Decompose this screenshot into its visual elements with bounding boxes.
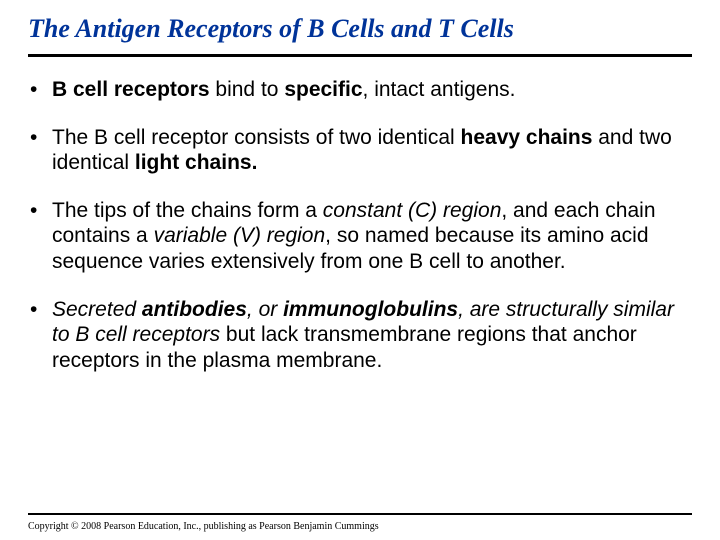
text-run: Secreted — [52, 298, 142, 321]
bullet-text: The B cell receptor consists of two iden… — [52, 125, 692, 176]
bullet-item: •The B cell receptor consists of two ide… — [30, 125, 692, 176]
text-run: , intact antigens. — [363, 78, 516, 101]
text-run: antibodies — [142, 298, 247, 321]
bullet-dot-icon: • — [30, 198, 52, 275]
text-run: The tips of the chains form a — [52, 199, 323, 222]
bullet-dot-icon: • — [30, 125, 52, 176]
text-run: specific — [284, 78, 362, 101]
slide: The Antigen Receptors of B Cells and T C… — [0, 0, 720, 540]
title-underline — [28, 54, 692, 57]
bullet-list: •B cell receptors bind to specific, inta… — [28, 77, 692, 513]
text-run: variable (V) region — [154, 224, 326, 247]
bullet-text: Secreted antibodies, or immunoglobulins,… — [52, 297, 692, 374]
bullet-dot-icon: • — [30, 297, 52, 374]
footer-underline — [28, 513, 692, 515]
bullet-item: •B cell receptors bind to specific, inta… — [30, 77, 692, 103]
text-run: immunoglobulins — [283, 298, 458, 321]
bullet-item: •Secreted antibodies, or immunoglobulins… — [30, 297, 692, 374]
bullet-dot-icon: • — [30, 77, 52, 103]
text-run: B cell receptors — [52, 78, 210, 101]
bullet-text: B cell receptors bind to specific, intac… — [52, 77, 692, 103]
text-run: constant (C) region — [323, 199, 502, 222]
bullet-item: •The tips of the chains form a constant … — [30, 198, 692, 275]
slide-title: The Antigen Receptors of B Cells and T C… — [28, 14, 692, 44]
copyright-text: Copyright © 2008 Pearson Education, Inc.… — [28, 521, 692, 540]
text-run: light chains. — [135, 151, 258, 174]
bullet-text: The tips of the chains form a constant (… — [52, 198, 692, 275]
text-run: , or — [247, 298, 283, 321]
text-run: The B cell receptor consists of two iden… — [52, 126, 461, 149]
text-run: heavy chains — [461, 126, 593, 149]
text-run: bind to — [210, 78, 285, 101]
